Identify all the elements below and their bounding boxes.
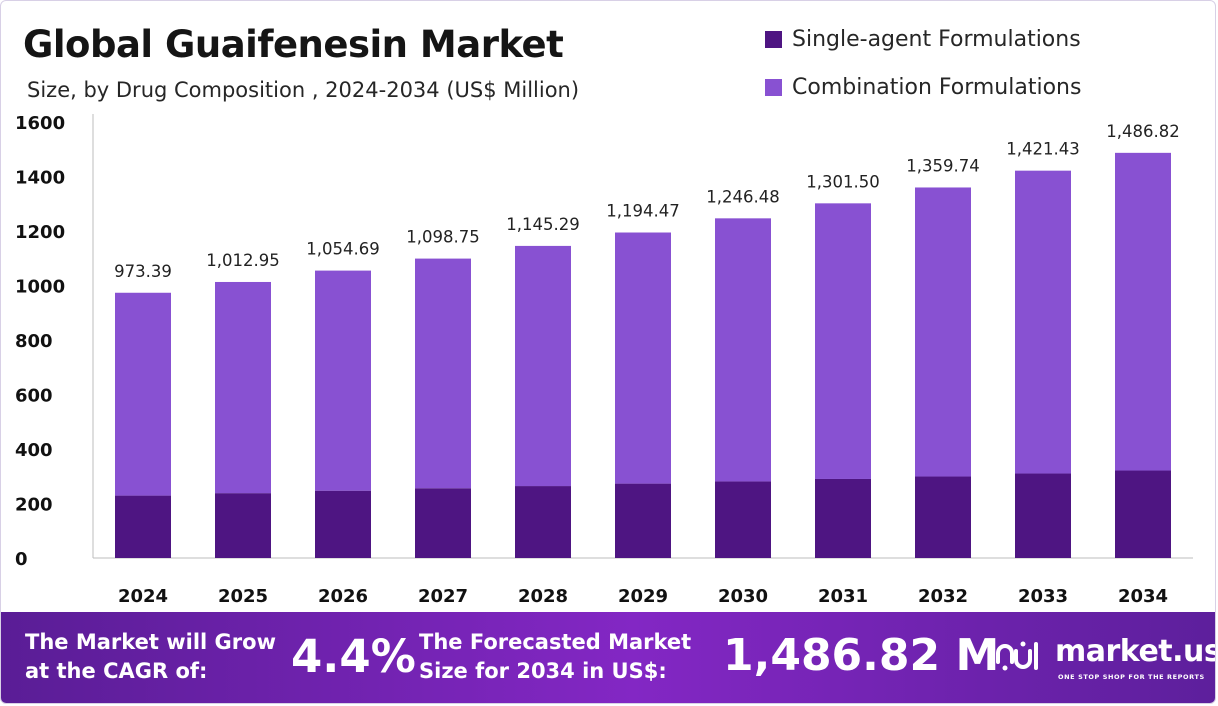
x-tick-label-2033: 2033: [1018, 586, 1068, 607]
bar-combination-2024: [115, 292, 171, 496]
y-tick-label-1200: 1200: [15, 222, 65, 243]
legend-label-single-agent: Single-agent Formulations: [792, 26, 1081, 52]
bar-single-agent-2030: [715, 481, 771, 558]
legend-swatch-combination: [765, 78, 782, 96]
bar-combination-2026: [315, 270, 371, 491]
x-tick-label-2034: 2034: [1118, 586, 1168, 607]
data-label-2028: 1,145.29: [506, 215, 579, 234]
data-label-2027: 1,098.75: [406, 228, 479, 247]
data-label-2029: 1,194.47: [606, 202, 679, 221]
data-label-2025: 1,012.95: [206, 251, 279, 270]
x-tick-label-2029: 2029: [618, 586, 668, 607]
bar-single-agent-2026: [315, 490, 371, 558]
forecast-value: 1,486.82 M: [723, 630, 1000, 681]
bar-combination-2027: [415, 258, 471, 489]
data-label-2034: 1,486.82: [1106, 122, 1179, 141]
forecast-label-line1: The Forecasted Market: [419, 630, 692, 654]
x-tick-label-2025: 2025: [218, 586, 268, 607]
bar-single-agent-2029: [615, 483, 671, 558]
bar-single-agent-2028: [515, 486, 571, 558]
bar-combination-2034: [1115, 152, 1171, 471]
chart-title: Global Guaifenesin Market: [23, 23, 564, 66]
data-label-2031: 1,301.50: [806, 172, 879, 191]
bar-combination-2030: [715, 218, 771, 482]
bar-single-agent-2027: [415, 488, 471, 558]
y-tick-label-1600: 1600: [15, 113, 65, 134]
bar-combination-2025: [215, 281, 271, 494]
bar-combination-2033: [1015, 170, 1071, 474]
data-label-2030: 1,246.48: [706, 187, 779, 206]
bar-chart: 0 200 400 600 800 1000 1200 1400 1600 973.39 2024 1…: [15, 113, 1193, 607]
bar-single-agent-2025: [215, 493, 271, 558]
y-tick-label-600: 600: [15, 386, 53, 407]
x-tick-label-2030: 2030: [718, 586, 768, 607]
data-label-2026: 1,054.69: [306, 240, 379, 259]
legend-item-combination: Combination Formulations: [765, 73, 1081, 101]
bar-combination-2028: [515, 245, 571, 487]
bar-single-agent-2024: [115, 495, 171, 558]
bar-combination-2029: [615, 232, 671, 484]
y-tick-label-1400: 1400: [15, 168, 65, 189]
cagr-label-line2: at the CAGR of:: [25, 659, 208, 683]
market-us-logo-icon: [996, 641, 1038, 671]
brand-tagline: ONE STOP SHOP FOR THE REPORTS: [1058, 673, 1205, 681]
y-tick-label-0: 0: [15, 549, 28, 570]
data-label-2033: 1,421.43: [1006, 140, 1079, 159]
y-tick-label-800: 800: [15, 331, 53, 352]
bar-combination-2032: [915, 187, 971, 477]
y-tick-label-1000: 1000: [15, 277, 65, 298]
legend-item-single-agent: Single-agent Formulations: [765, 25, 1081, 53]
x-tick-label-2024: 2024: [118, 586, 168, 607]
summary-band: The Market will Grow at the CAGR of: 4.4…: [1, 612, 1216, 703]
x-tick-label-2026: 2026: [318, 586, 368, 607]
cagr-value: 4.4%: [291, 630, 416, 683]
forecast-label-line2: Size for 2034 in US$:: [419, 659, 667, 683]
data-label-2032: 1,359.74: [906, 156, 979, 175]
legend-swatch-single-agent: [765, 30, 782, 48]
cagr-label: The Market will Grow at the CAGR of:: [25, 628, 276, 686]
x-tick-label-2028: 2028: [518, 586, 568, 607]
bar-single-agent-2034: [1115, 470, 1171, 558]
y-tick-label-200: 200: [15, 495, 53, 516]
bar-single-agent-2033: [1015, 473, 1071, 558]
cagr-label-line1: The Market will Grow: [25, 630, 276, 654]
y-tick-label-400: 400: [15, 440, 53, 461]
brand-name: market.us: [1055, 634, 1216, 669]
x-tick-label-2027: 2027: [418, 586, 468, 607]
x-tick-label-2032: 2032: [918, 586, 968, 607]
x-tick-label-2031: 2031: [818, 586, 868, 607]
forecast-label: The Forecasted Market Size for 2034 in U…: [419, 628, 691, 686]
chart-legend: Single-agent Formulations Combination Fo…: [765, 25, 1081, 121]
bar-combination-2031: [815, 203, 871, 479]
legend-label-combination: Combination Formulations: [792, 74, 1082, 100]
bar-single-agent-2032: [915, 476, 971, 558]
bar-single-agent-2031: [815, 478, 871, 558]
data-label-2024: 973.39: [114, 262, 172, 281]
chart-subtitle: Size, by Drug Composition , 2024-2034 (U…: [27, 78, 580, 102]
